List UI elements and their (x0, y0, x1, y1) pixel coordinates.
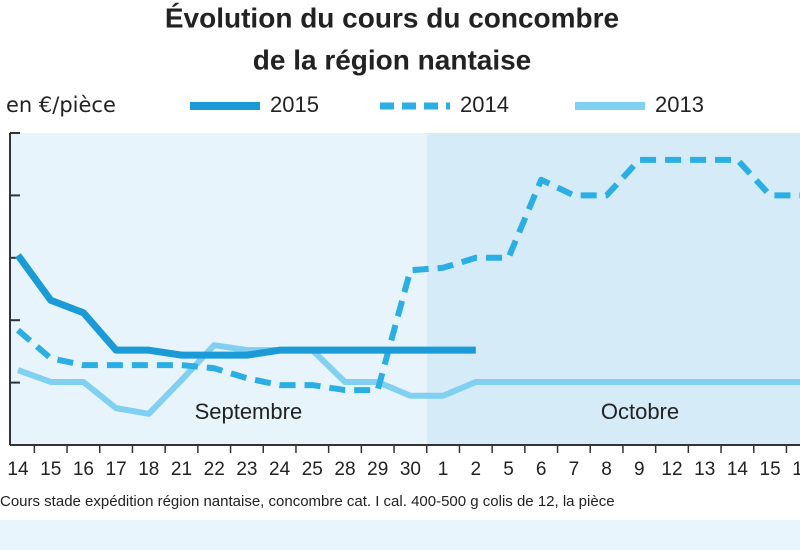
x-tick-label: 14 (7, 459, 29, 480)
x-tick-label: 2 (471, 459, 482, 480)
legend-label: 2013 (655, 92, 704, 117)
x-tick-label: 21 (171, 459, 192, 480)
legend-label: 2015 (270, 92, 319, 117)
x-tick-label: 28 (334, 459, 355, 480)
x-tick-label: 8 (601, 459, 612, 480)
x-tick-label: 23 (236, 459, 257, 480)
note: Cours stade expédition région nantaise, … (0, 493, 615, 510)
x-tick-label: 14 (727, 459, 749, 480)
x-tick-label: 30 (400, 459, 421, 480)
x-tick-label: 18 (138, 459, 159, 480)
x-tick-label: 25 (302, 459, 323, 480)
x-tick-label: 1 (438, 459, 449, 480)
series-line (16, 156, 800, 394)
x-tick-label: 6 (536, 459, 547, 480)
x-tick-label: 12 (661, 459, 682, 480)
x-tick-label: 9 (634, 459, 645, 480)
x-tick-label: 13 (694, 459, 715, 480)
x-tick-label: 15 (760, 459, 781, 480)
x-tick-label: 22 (204, 459, 225, 480)
series-line (15, 253, 476, 359)
x-tick-label: 29 (367, 459, 388, 480)
month-label: Septembre (195, 399, 303, 424)
chart-title: de la région nantaise (253, 44, 532, 75)
x-tick-label: 15 (40, 459, 61, 480)
legend-label: 2014 (460, 92, 509, 117)
footer-band (0, 520, 800, 550)
x-tick-label: 7 (569, 459, 580, 480)
x-tick-label: 16 (792, 459, 800, 480)
x-tick-label: 16 (73, 459, 94, 480)
chart-title: Évolution du cours du concombre (165, 2, 619, 33)
x-tick-label: 17 (106, 459, 127, 480)
y-axis-label: en €/pièce (6, 93, 116, 117)
month-label: Octobre (601, 399, 679, 424)
x-tick-label: 5 (503, 459, 514, 480)
series-line (16, 342, 800, 417)
x-tick-label: 24 (269, 459, 291, 480)
